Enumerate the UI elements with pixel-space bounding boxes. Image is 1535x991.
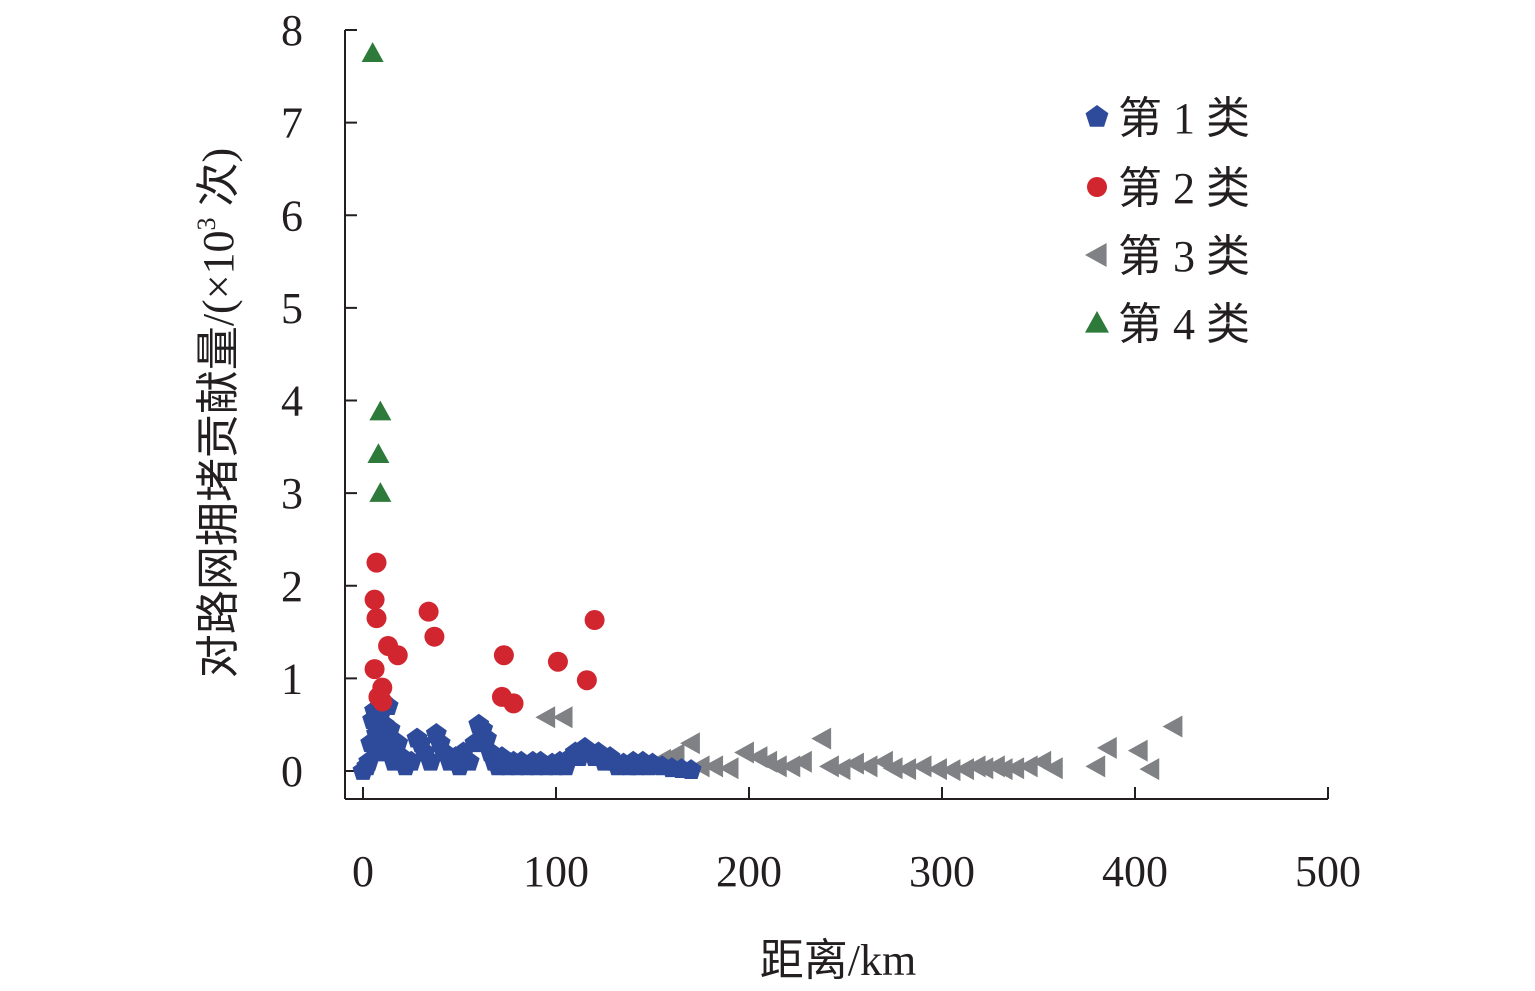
legend-item: 第 2 类 <box>1087 164 1250 213</box>
x-tick-label: 100 <box>523 847 589 896</box>
y-tick-label: 2 <box>281 562 303 611</box>
data-point <box>366 608 387 629</box>
y-tick-label: 4 <box>281 377 303 426</box>
data-point <box>973 757 994 780</box>
data-point <box>844 752 864 775</box>
data-point <box>1139 758 1160 781</box>
axis-titles: 距离/km 对路网拥堵贡献量/(×103 次) <box>192 148 916 985</box>
x-tick-label: 200 <box>716 847 782 896</box>
legend-label: 第 1 类 <box>1118 94 1250 143</box>
data-point <box>1096 736 1117 759</box>
data-point <box>361 42 384 62</box>
series-2 <box>364 552 605 714</box>
y-axis-title: 对路网拥堵贡献量/(×103 次) <box>192 148 243 678</box>
series-1 <box>352 690 702 780</box>
data-point <box>372 677 393 698</box>
data-point <box>503 693 524 714</box>
legend-marker <box>1085 243 1107 267</box>
data-point <box>535 706 556 729</box>
data-point <box>992 758 1013 781</box>
x-axis-title: 距离/km <box>760 936 916 985</box>
data-point <box>372 691 393 712</box>
data-point <box>927 758 947 781</box>
y-tick-label: 3 <box>281 469 303 518</box>
data-point <box>418 601 439 622</box>
x-tick-label: 0 <box>352 847 374 896</box>
legend-item: 第 4 类 <box>1085 300 1250 349</box>
legend-marker <box>1085 105 1109 127</box>
y-tick-label: 0 <box>281 747 303 796</box>
data-point <box>367 443 390 464</box>
data-point <box>552 706 573 729</box>
data-point <box>424 626 445 647</box>
y-tick-label: 1 <box>281 654 303 703</box>
data-point <box>766 755 787 778</box>
y-axis-title-main: 对路网拥堵贡献量/(×10 <box>194 230 243 678</box>
data-point <box>493 645 514 666</box>
data-point <box>1004 757 1025 780</box>
y-tick-label: 8 <box>281 6 303 55</box>
legend-label: 第 3 类 <box>1118 232 1250 281</box>
y-tick-label: 5 <box>281 284 303 333</box>
data-point <box>1127 739 1148 762</box>
data-point <box>1017 755 1038 778</box>
data-point <box>1085 755 1106 778</box>
data-point <box>369 482 392 502</box>
data-point <box>547 651 568 672</box>
legend-marker <box>1087 177 1107 197</box>
data-point <box>896 758 917 781</box>
data-point <box>364 589 385 610</box>
y-tick-label: 6 <box>281 191 303 240</box>
legend-item: 第 3 类 <box>1085 232 1250 281</box>
data-point <box>387 645 408 666</box>
data-point <box>703 755 724 778</box>
data-point <box>680 759 702 779</box>
legend-item: 第 1 类 <box>1085 94 1250 143</box>
data-point <box>811 727 832 750</box>
data-point <box>584 610 605 631</box>
legend-label: 第 4 类 <box>1118 300 1250 349</box>
x-tick-label: 400 <box>1102 847 1168 896</box>
data-point <box>680 732 700 755</box>
legend-label: 第 2 类 <box>1118 164 1250 213</box>
data-point <box>940 759 961 782</box>
data-point <box>819 755 839 778</box>
data-point <box>734 741 754 764</box>
data-point <box>911 755 932 778</box>
data-point <box>364 659 385 680</box>
data-point <box>882 757 903 780</box>
x-tick-label: 500 <box>1295 847 1361 896</box>
x-tick-label: 300 <box>909 847 975 896</box>
data-point <box>369 400 392 421</box>
legend-marker <box>1085 311 1109 333</box>
y-axis-title-unit: 次) <box>194 148 243 218</box>
data-point <box>379 718 401 739</box>
data-point <box>1162 715 1183 738</box>
legend: 第 1 类第 2 类第 3 类第 4 类 <box>1085 94 1250 349</box>
y-tick-label: 7 <box>281 99 303 148</box>
data-point <box>857 755 878 778</box>
axes: 0 1 2 3 4 5 6 7 8 0 100 200 300 400 500 <box>281 6 1361 896</box>
data-point <box>366 552 387 573</box>
series-3 <box>535 706 1183 782</box>
data-point <box>954 758 974 781</box>
data-point <box>718 757 739 780</box>
series-4 <box>361 42 392 502</box>
data-point <box>458 750 480 771</box>
data-point <box>792 750 812 773</box>
y-axis-title-superscript: 3 <box>192 217 221 230</box>
data-point <box>1042 757 1063 780</box>
data-points <box>352 42 1183 782</box>
data-point <box>576 670 597 691</box>
